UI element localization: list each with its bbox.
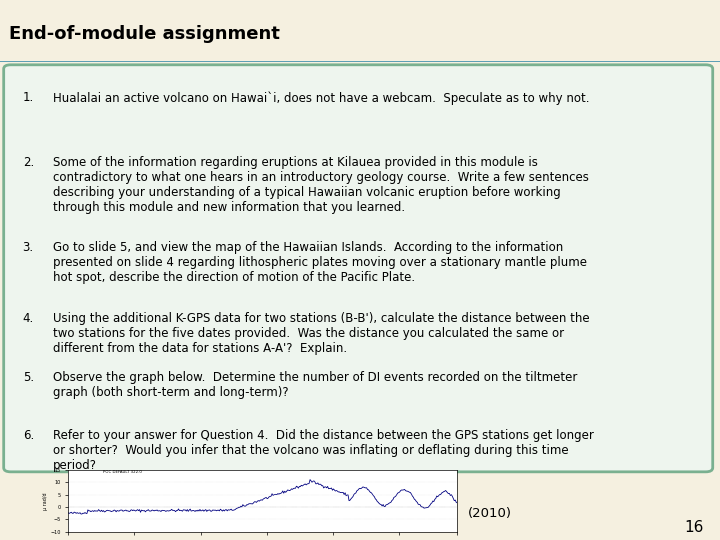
Y-axis label: µ rad/d: µ rad/d [42,492,48,510]
Bar [0,61,720,62]
Bar [0,61,720,62]
Bar [0,61,720,62]
Bar [0,61,720,62]
Bar [0,61,720,62]
Text: 4.: 4. [22,312,34,325]
Bar [0,61,720,62]
Bar [0,61,720,62]
Bar [0,61,720,62]
Text: 2.: 2. [22,156,34,169]
Bar [0,61,720,62]
Bar [0,61,720,62]
Text: Observe the graph below.  Determine the number of DI events recorded on the tilt: Observe the graph below. Determine the n… [53,370,577,399]
Bar [0,61,720,62]
Bar [0,61,720,62]
Bar [0,61,720,62]
FancyBboxPatch shape [4,65,713,472]
Bar [0,61,720,62]
Bar [0,61,720,62]
Bar [0,61,720,62]
Bar [0,61,720,62]
Bar [0,61,720,62]
Bar [0,61,720,62]
Bar [0,61,720,62]
Bar [0,61,720,62]
Text: 6.: 6. [22,429,34,442]
Text: (2010): (2010) [467,507,512,519]
Bar [0,61,720,62]
Bar [0,61,720,62]
Bar [0,61,720,62]
Bar [0,61,720,62]
Bar [0,61,720,62]
Bar [0,61,720,62]
Text: End-of-module assignment: End-of-module assignment [9,25,279,43]
Bar [0,61,720,62]
Bar [0,61,720,62]
Bar [0,61,720,62]
Bar [0,61,720,62]
Bar [0,61,720,62]
Text: POC DEFAULT 322.0: POC DEFAULT 322.0 [104,470,143,474]
Text: 1.: 1. [22,91,34,104]
Bar [0,61,720,62]
Bar [0,61,720,62]
Bar [0,61,720,62]
Text: Using the additional K-GPS data for two stations (B-B'), calculate the distance : Using the additional K-GPS data for two … [53,312,590,355]
Text: Hualalai an active volcano on Hawai`i, does not have a webcam.  Speculate as to : Hualalai an active volcano on Hawai`i, d… [53,91,590,105]
Bar [0,61,720,62]
Bar [0,61,720,62]
Bar [0,61,720,62]
Bar [0,61,720,62]
Bar [0,61,720,62]
Bar [0,61,720,62]
Bar [0,61,720,62]
Text: Go to slide 5, and view the map of the Hawaiian Islands.  According to the infor: Go to slide 5, and view the map of the H… [53,241,587,284]
Bar [0,61,720,62]
Bar [0,61,720,62]
Text: Some of the information regarding eruptions at Kilauea provided in this module i: Some of the information regarding erupti… [53,156,589,214]
Bar [0,61,720,62]
Bar [0,61,720,62]
Bar [0,61,720,62]
Text: 3.: 3. [22,241,34,254]
Bar [0,61,720,62]
Text: Refer to your answer for Question 4.  Did the distance between the GPS stations : Refer to your answer for Question 4. Did… [53,429,594,472]
Text: 16: 16 [685,519,703,535]
Bar [0,61,720,62]
Bar [0,61,720,62]
Bar [0,61,720,62]
Bar [0,61,720,62]
Bar [0,61,720,62]
Bar [0,61,720,62]
Bar [0,61,720,62]
Bar [0,61,720,62]
Bar [0,61,720,62]
Text: 5.: 5. [22,370,34,383]
Bar [0,61,720,62]
Bar [0,61,720,62]
Bar [0,61,720,62]
Bar [0,61,720,62]
Bar [0,61,720,62]
Bar [0,61,720,62]
Bar [0,61,720,62]
Bar [0,61,720,62]
Bar [0,61,720,62]
Bar [0,61,720,62]
Bar [0,61,720,62]
Bar [0,61,720,62]
